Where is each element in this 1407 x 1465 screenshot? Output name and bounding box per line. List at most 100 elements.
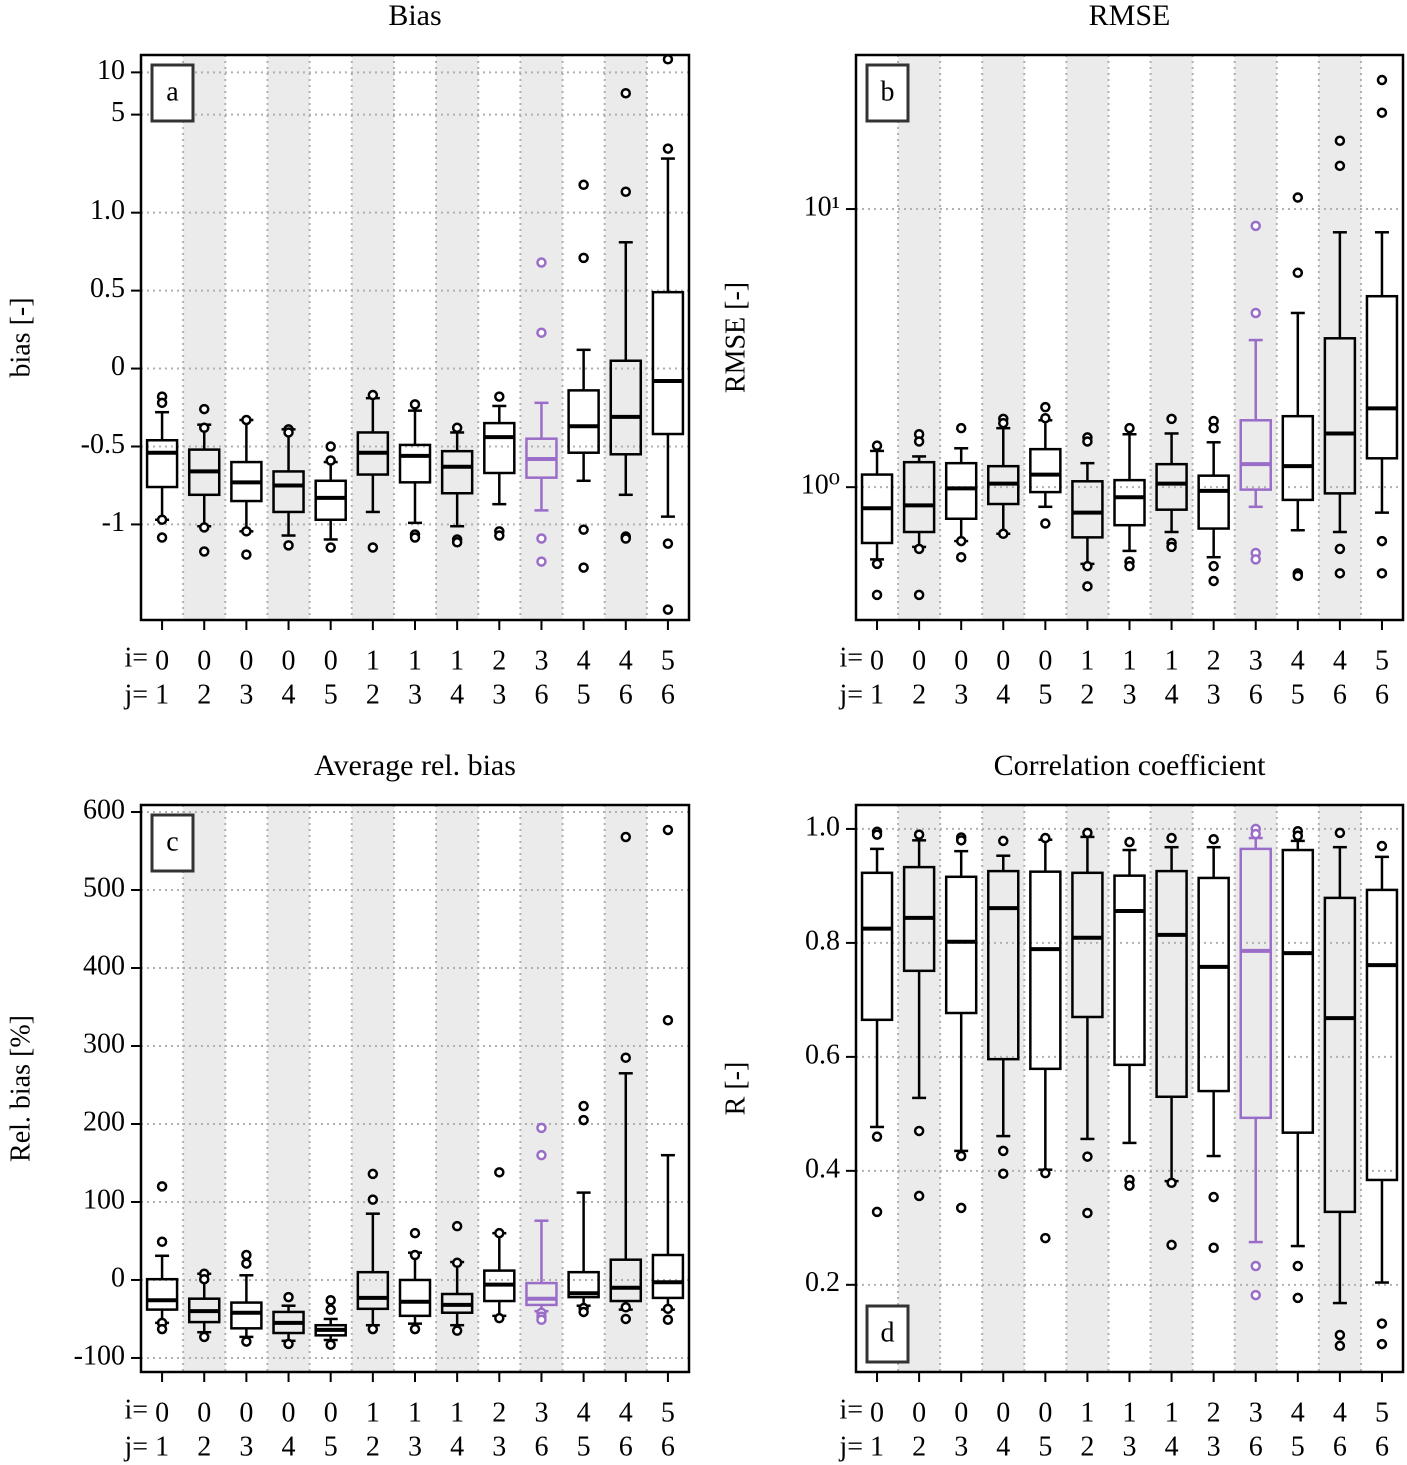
panel-label: a xyxy=(166,76,179,107)
flier xyxy=(1166,541,1177,553)
x-tick-label: 4 xyxy=(1333,1397,1347,1428)
box xyxy=(440,449,474,495)
flier xyxy=(325,1304,336,1315)
box xyxy=(1239,419,1272,491)
flier xyxy=(578,1100,589,1112)
flier xyxy=(1376,840,1388,852)
flier xyxy=(156,397,168,409)
box xyxy=(1113,478,1146,527)
flier xyxy=(156,532,168,543)
box xyxy=(1239,847,1272,1120)
y-tick-label: 10 xyxy=(97,55,125,86)
x-tick-label: 6 xyxy=(619,679,633,710)
flier xyxy=(1376,568,1388,579)
panel-label-box xyxy=(865,1304,910,1364)
x-tick-label: 5 xyxy=(1038,679,1052,710)
x-tick-label: 3 xyxy=(408,1431,422,1462)
shade-band xyxy=(1150,55,1193,620)
y-tick-label: 500 xyxy=(83,872,125,903)
flier xyxy=(1124,1180,1135,1191)
flier xyxy=(998,417,1009,429)
x-tick-label: 5 xyxy=(1375,645,1389,676)
x-tick-label: 0 xyxy=(1038,1397,1052,1428)
flier xyxy=(156,1181,168,1192)
flier xyxy=(198,546,210,557)
flier xyxy=(1334,827,1346,839)
flier xyxy=(494,391,505,402)
flier xyxy=(662,143,674,154)
panel-label-box xyxy=(150,813,195,873)
flier xyxy=(578,1114,589,1126)
x-tick-label: 1 xyxy=(1123,1397,1137,1428)
box xyxy=(272,470,305,514)
x-tick-label: 1 xyxy=(366,645,380,676)
x-tick-label: 5 xyxy=(661,645,675,676)
flier xyxy=(1250,307,1261,319)
box xyxy=(1155,462,1188,511)
box xyxy=(1281,414,1315,502)
x-tick-label: 0 xyxy=(239,1397,253,1428)
box xyxy=(145,439,179,489)
box xyxy=(944,461,978,520)
flier xyxy=(451,1325,463,1336)
x-tick-label: 0 xyxy=(197,645,211,676)
x-tick-label: 2 xyxy=(197,679,211,710)
flier xyxy=(325,1339,336,1350)
y-tick-label: -100 xyxy=(74,1340,125,1371)
x-tick-label: 2 xyxy=(366,679,380,710)
flier xyxy=(1124,422,1135,434)
x-tick-label: 2 xyxy=(492,645,506,676)
y-axis-label: Rel. bias [%] xyxy=(5,1015,36,1162)
box xyxy=(230,1301,263,1330)
box xyxy=(609,359,643,456)
flier xyxy=(409,1249,421,1261)
x-tick-label: 1 xyxy=(1165,645,1179,676)
x-tick-label: 3 xyxy=(1123,1431,1137,1462)
flier xyxy=(1250,828,1261,840)
box xyxy=(1365,294,1399,460)
flier xyxy=(536,533,547,544)
x-tick-label: 1 xyxy=(450,645,464,676)
flier xyxy=(1124,836,1135,848)
flier xyxy=(1292,192,1304,203)
flier xyxy=(494,1312,505,1324)
flier xyxy=(451,1220,463,1232)
flier xyxy=(325,455,336,466)
x-tick-label: 0 xyxy=(870,1397,884,1428)
x-tick-label: 2 xyxy=(1080,1431,1094,1462)
flier xyxy=(156,1236,168,1248)
flier xyxy=(1082,581,1093,592)
box xyxy=(1197,474,1230,530)
box xyxy=(902,460,936,534)
flier xyxy=(871,558,883,570)
flier xyxy=(409,1323,421,1335)
flier xyxy=(241,1249,252,1261)
x-tick-label: 1 xyxy=(870,1431,884,1462)
x-tick-label: 4 xyxy=(577,645,591,676)
x-tick-label: 1 xyxy=(408,1397,422,1428)
flier xyxy=(1082,1151,1093,1162)
box xyxy=(987,869,1020,1061)
flier xyxy=(198,1331,210,1343)
flier xyxy=(871,1206,883,1218)
y-tick-label: 0.4 xyxy=(805,1153,840,1184)
x-tick-label: 0 xyxy=(996,1397,1010,1428)
x-tick-label: 6 xyxy=(1333,1431,1347,1462)
flier xyxy=(367,389,379,401)
flier xyxy=(1376,535,1388,547)
flier xyxy=(367,542,379,553)
flier xyxy=(662,1015,674,1026)
y-tick-label: -1 xyxy=(102,507,125,538)
flier xyxy=(156,514,168,526)
flier xyxy=(578,1306,589,1318)
flier xyxy=(1250,1260,1261,1272)
flier xyxy=(1082,827,1093,839)
box xyxy=(398,1278,432,1318)
flier xyxy=(451,537,463,548)
x-tick-label: 4 xyxy=(450,1431,464,1462)
x-tick-label: 4 xyxy=(996,1431,1010,1462)
x-tick-label: 2 xyxy=(197,1431,211,1462)
box xyxy=(314,479,347,522)
panel-label-box xyxy=(865,63,910,123)
x-tick-label: 0 xyxy=(282,1397,296,1428)
